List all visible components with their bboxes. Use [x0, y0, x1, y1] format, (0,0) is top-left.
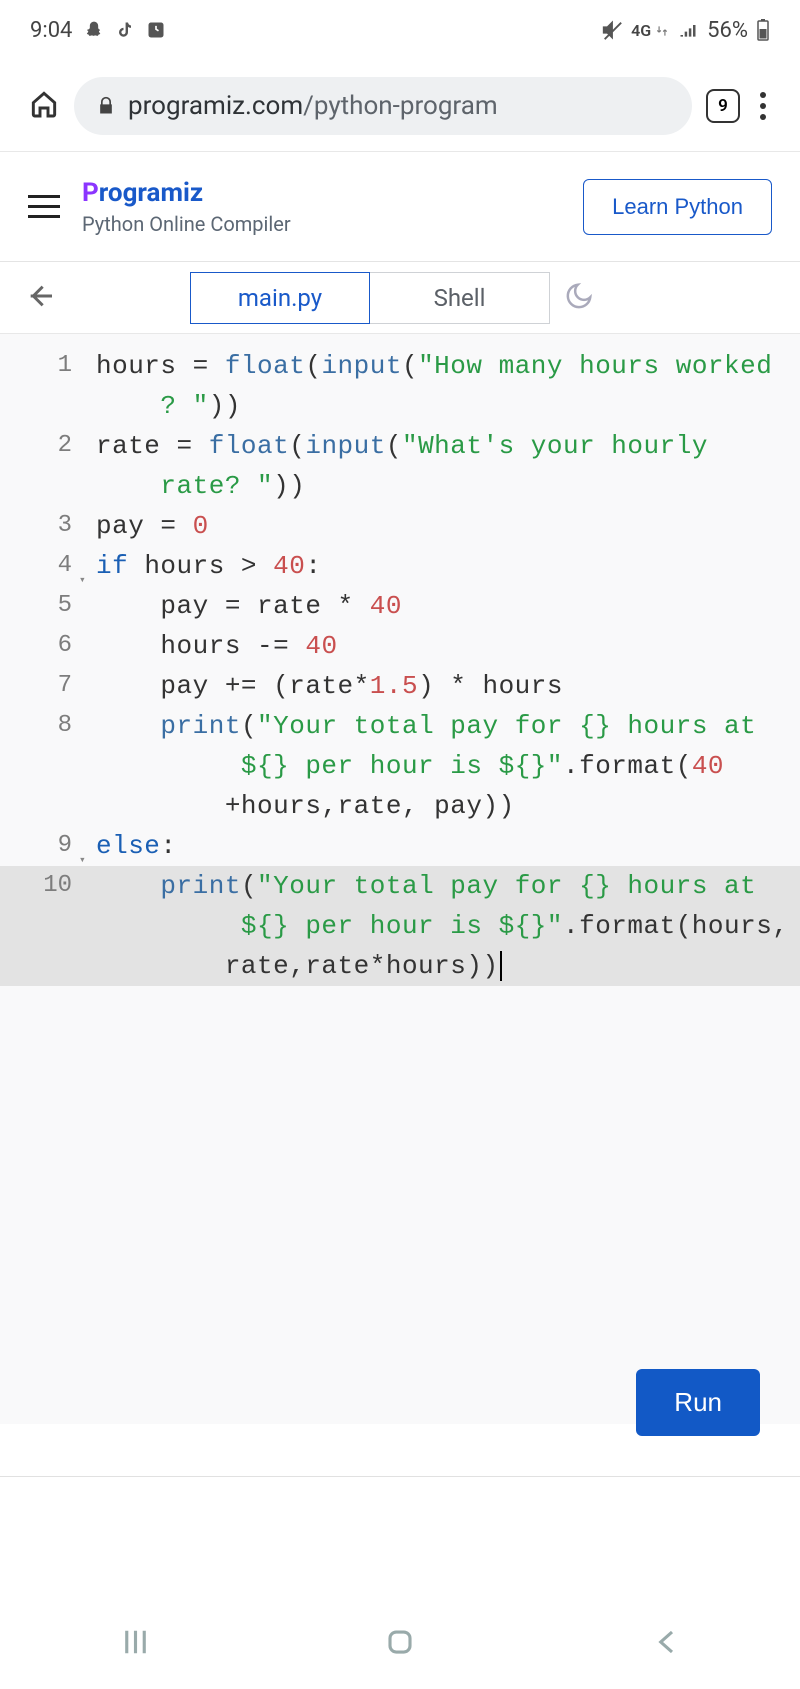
home-button[interactable] — [385, 1627, 415, 1661]
line-gutter: 12345678910 — [0, 334, 86, 986]
run-button[interactable]: Run — [636, 1369, 760, 1436]
android-nav-bar — [0, 1599, 800, 1689]
clock: 9:04 — [30, 18, 72, 43]
theme-toggle[interactable] — [564, 281, 594, 315]
brand-logo[interactable]: Programiz — [82, 178, 291, 208]
url-host: programiz.com — [128, 91, 303, 121]
site-header: Programiz Python Online Compiler Learn P… — [0, 152, 800, 262]
brand-subtitle: Python Online Compiler — [82, 212, 291, 236]
tab-shell[interactable]: Shell — [370, 272, 550, 324]
lock-icon — [96, 96, 116, 116]
back-button-nav[interactable] — [652, 1627, 682, 1661]
battery-pct: 56% — [707, 18, 748, 43]
menu-button[interactable] — [28, 195, 60, 218]
snapchat-icon — [84, 20, 104, 40]
divider — [0, 1476, 800, 1477]
back-button[interactable] — [24, 280, 56, 316]
editor-tab-strip: main.py Shell — [0, 262, 800, 334]
chrome-toolbar: programiz.com/python-program 9 — [0, 60, 800, 152]
code-area[interactable]: hours = float(input("How many hours work… — [86, 334, 800, 986]
network-type: 4G — [631, 21, 669, 40]
tab-switcher[interactable]: 9 — [706, 89, 740, 123]
chrome-home-button[interactable] — [28, 88, 60, 124]
tiktok-icon — [116, 20, 134, 40]
mute-icon — [601, 19, 623, 41]
chrome-menu-button[interactable] — [754, 92, 772, 120]
recents-button[interactable] — [118, 1627, 148, 1661]
code-editor[interactable]: 12345678910 hours = float(input("How man… — [0, 334, 800, 1424]
battery-icon — [756, 18, 770, 42]
url-bar[interactable]: programiz.com/python-program — [74, 77, 692, 135]
learn-python-button[interactable]: Learn Python — [583, 179, 772, 235]
url-path: /python-program — [303, 91, 498, 121]
android-status-bar: 9:04 4G 56% — [0, 0, 800, 60]
signal-icon — [677, 20, 699, 40]
app-notification-icon — [146, 20, 166, 40]
tab-file[interactable]: main.py — [190, 272, 370, 324]
